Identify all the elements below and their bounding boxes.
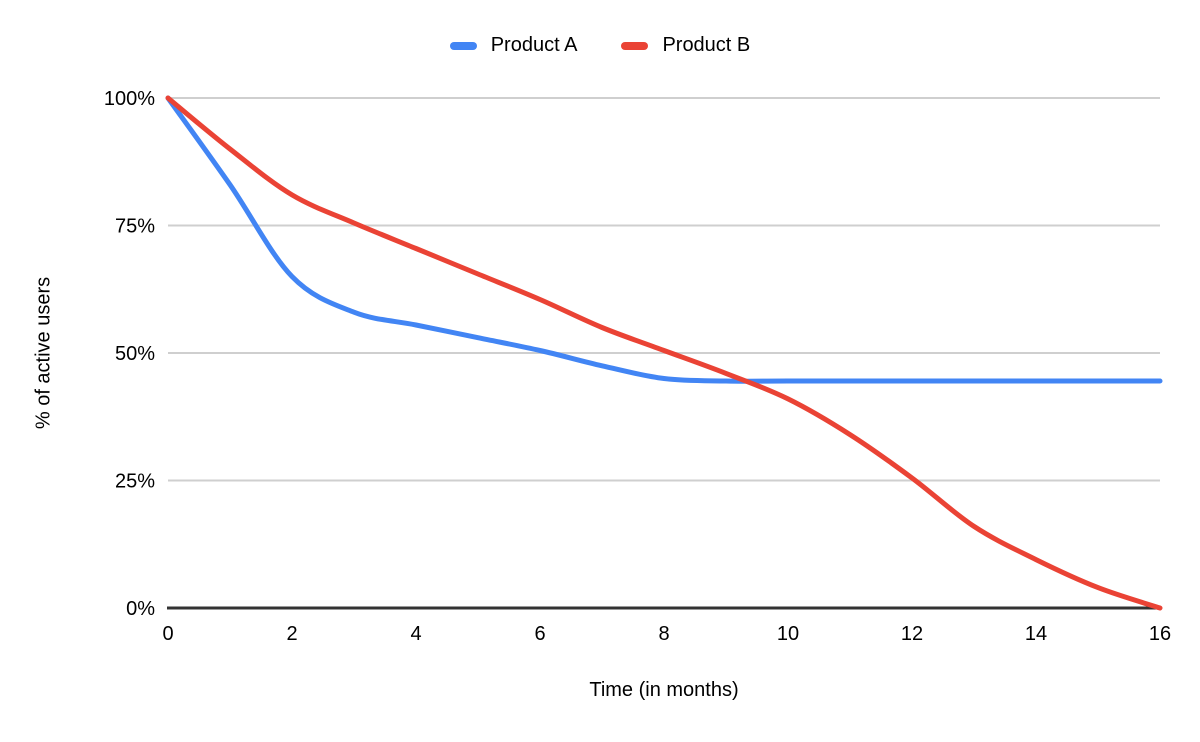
legend-label-product-a: Product A (490, 34, 578, 56)
y-tick-label: 0% (126, 598, 155, 620)
legend-swatch-product-b (621, 41, 649, 50)
y-tick-label: 50% (115, 343, 155, 365)
x-tick-label: 6 (534, 623, 545, 645)
x-tick-label: 8 (658, 623, 669, 645)
legend-label-product-b: Product B (662, 34, 751, 56)
x-tick-label: 0 (162, 623, 173, 645)
x-tick-label: 2 (286, 623, 297, 645)
series-line-product-b (165, 95, 1163, 611)
y-axis-title: % of active users (32, 276, 55, 430)
x-tick-label: 12 (901, 623, 923, 645)
x-tick-label: 10 (777, 623, 799, 645)
chart-legend: Product A Product B (0, 34, 1200, 57)
y-tick-label: 100% (104, 88, 155, 110)
legend-swatch-product-a (449, 41, 477, 50)
legend-item-product-b: Product B (621, 34, 750, 57)
x-axis-title: Time (in months) (589, 679, 739, 701)
series-line-product-a (165, 95, 1163, 384)
x-tick-label: 16 (1149, 623, 1171, 645)
x-tick-label: 14 (1025, 623, 1047, 645)
legend-item-product-a: Product A (449, 34, 578, 57)
y-tick-label: 25% (115, 471, 155, 493)
y-tick-label: 75% (115, 216, 155, 238)
x-tick-label: 4 (410, 623, 421, 645)
